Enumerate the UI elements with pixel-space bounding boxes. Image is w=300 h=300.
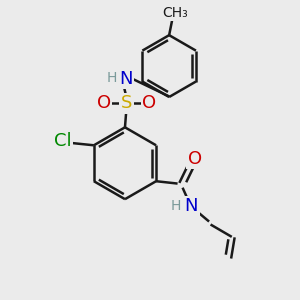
Text: O: O [188, 149, 202, 167]
Text: N: N [185, 197, 198, 215]
Text: H: H [171, 199, 181, 213]
Text: H: H [106, 70, 117, 85]
Text: O: O [142, 94, 156, 112]
Text: Cl: Cl [54, 132, 72, 150]
Text: S: S [121, 94, 132, 112]
Text: O: O [97, 94, 111, 112]
Text: N: N [119, 70, 132, 88]
Text: CH₃: CH₃ [162, 6, 188, 20]
